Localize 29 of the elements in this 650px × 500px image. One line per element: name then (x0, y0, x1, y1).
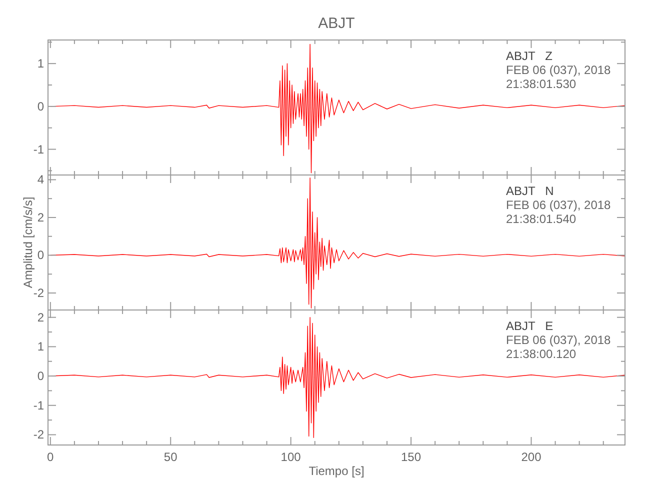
annotation: 21:38:00.120 (506, 347, 576, 361)
x-tick-label: 200 (521, 450, 542, 464)
y-tick-label: 1 (37, 340, 44, 354)
x-tick-label: 150 (401, 450, 422, 464)
annotation: ABJT N (506, 184, 554, 198)
y-tick-label: 0 (37, 99, 44, 114)
x-tick-label: 0 (47, 450, 54, 464)
y-tick-label: 4 (37, 172, 44, 187)
y-tick-label: -2 (33, 428, 44, 442)
y-tick-label: 2 (37, 210, 44, 224)
y-tick-label: 0 (37, 369, 44, 384)
y-tick-label: -1 (33, 142, 44, 156)
x-tick-label: 50 (164, 450, 178, 464)
chart-title: ABJT (318, 15, 355, 32)
annotation: 21:38:01.540 (506, 212, 576, 226)
annotation: ABJT Z (506, 49, 552, 63)
y-tick-label: -2 (33, 286, 44, 300)
annotation: ABJT E (506, 319, 554, 333)
y-axis-title: Amplitud [cm/s/s] (21, 196, 35, 288)
annotation: FEB 06 (037), 2018 (506, 333, 612, 347)
annotation: FEB 06 (037), 2018 (506, 198, 612, 212)
y-tick-label: 1 (37, 56, 44, 71)
y-tick-label: -1 (33, 398, 44, 412)
x-tick-label: 100 (280, 450, 302, 464)
x-axis-title: Tiempo [s] (308, 464, 364, 478)
annotation: FEB 06 (037), 2018 (506, 63, 612, 77)
y-tick-label: 2 (37, 310, 44, 324)
annotation: 21:38:01.530 (506, 77, 576, 91)
y-tick-label: 0 (37, 248, 44, 262)
